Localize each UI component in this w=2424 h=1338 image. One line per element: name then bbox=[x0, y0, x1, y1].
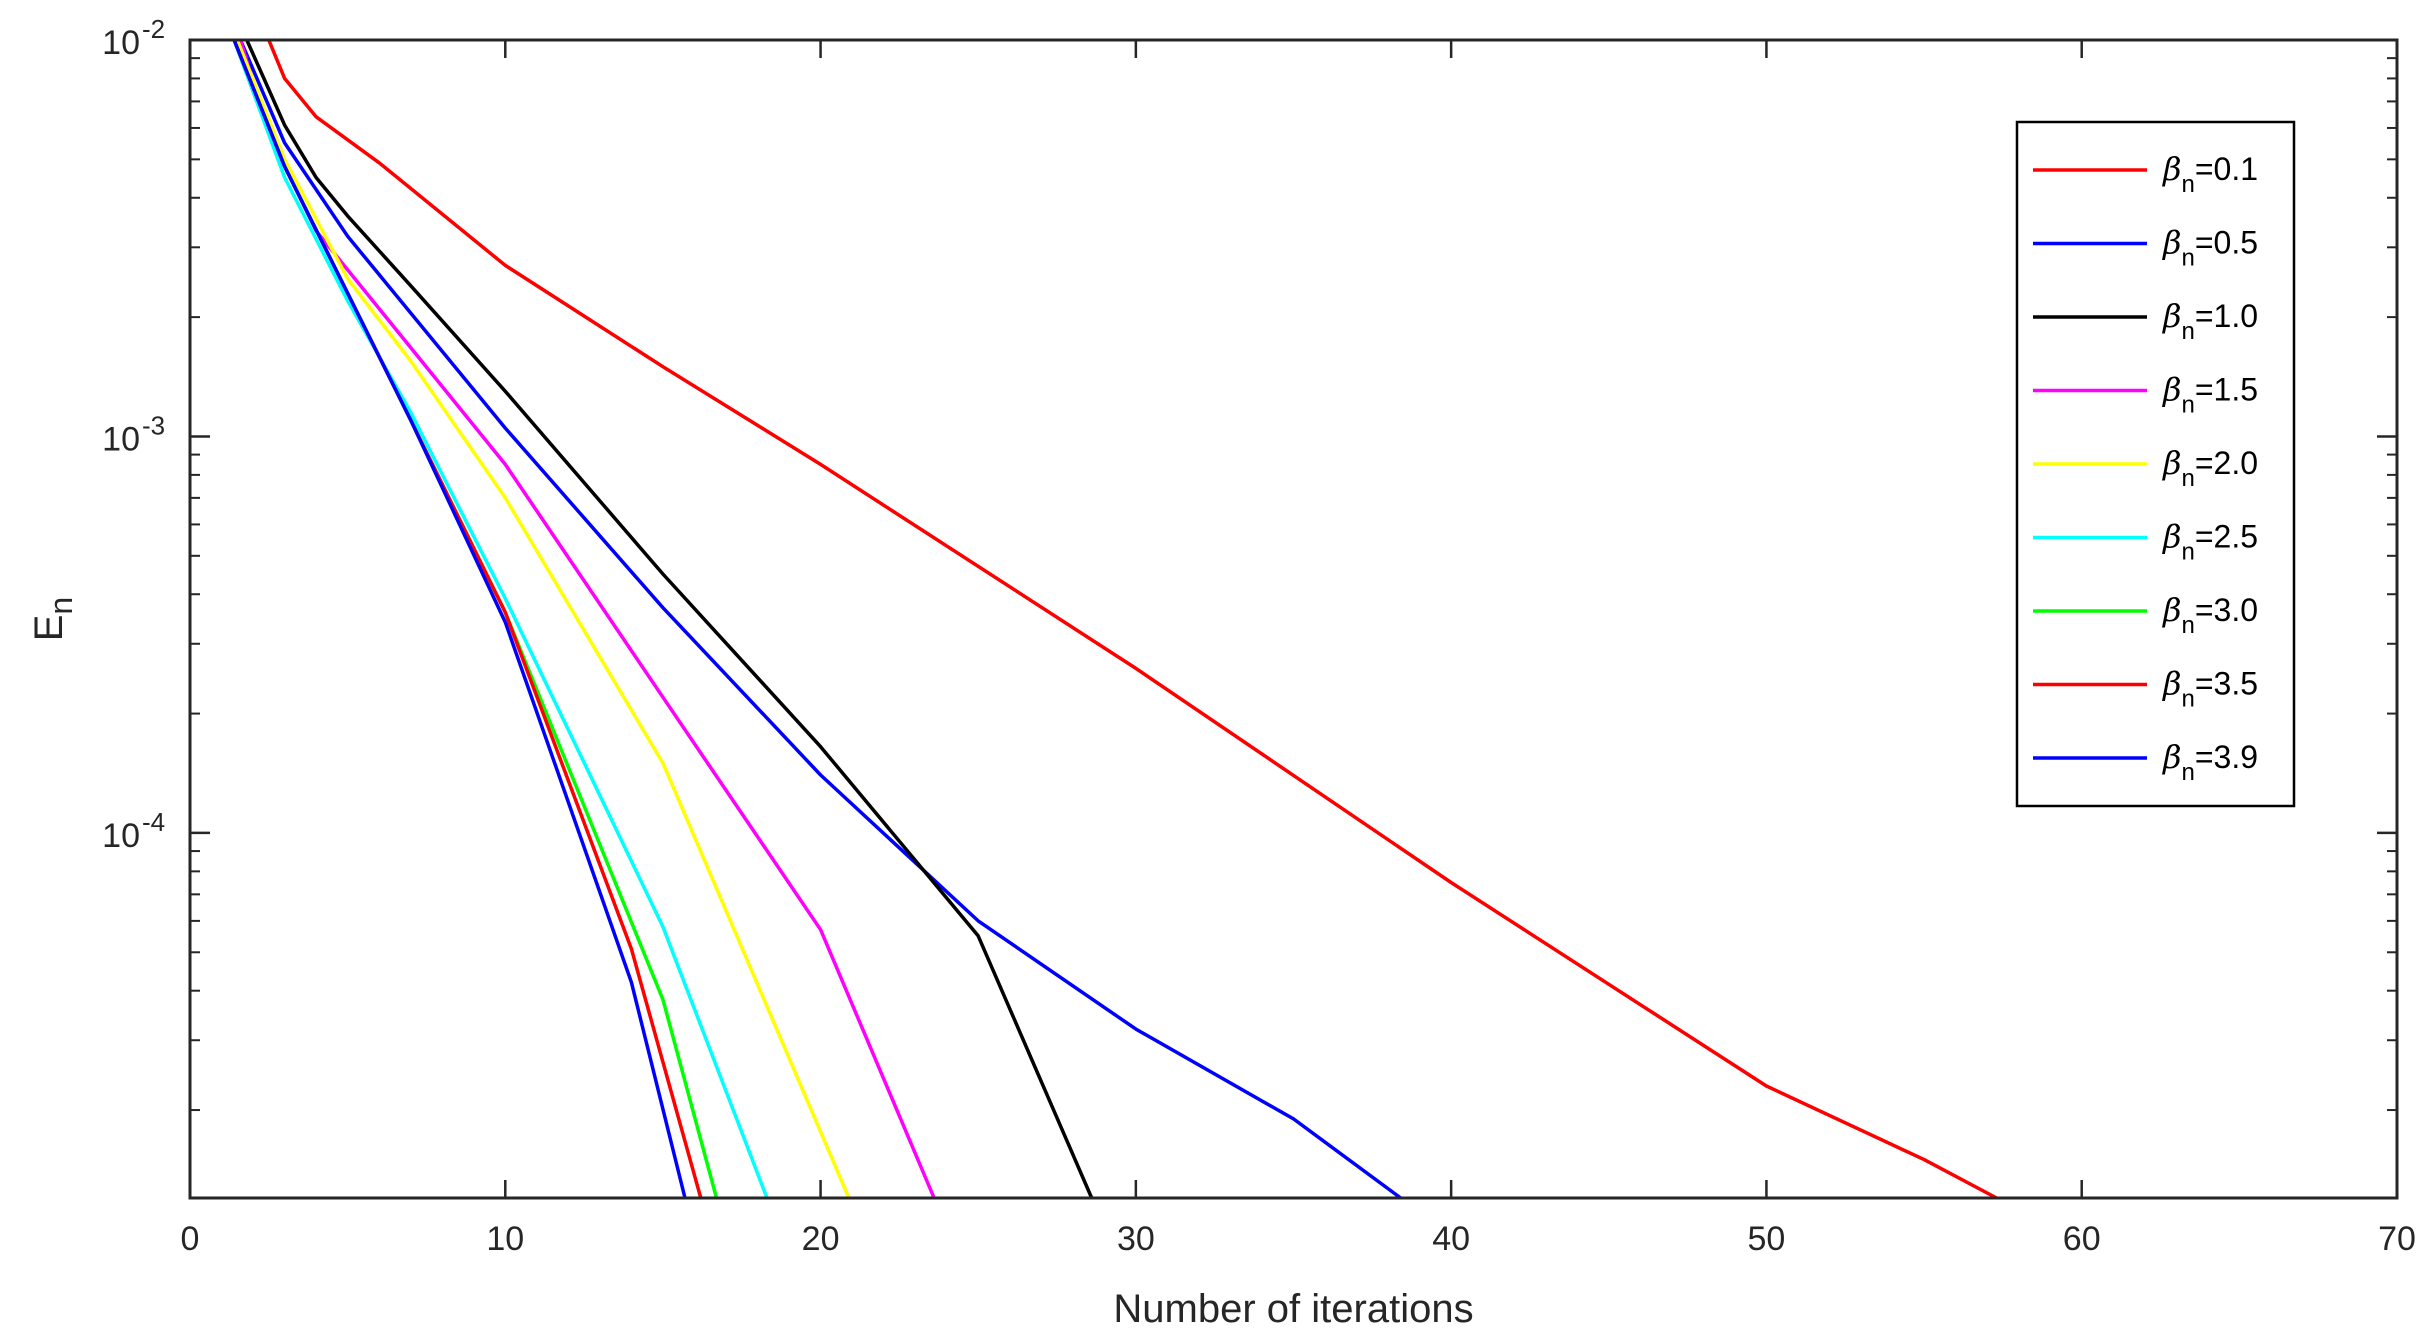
legend-beta-symbol: β bbox=[2162, 738, 2182, 776]
y-axis-label-sub: n bbox=[43, 597, 79, 615]
legend-subscript: n bbox=[2182, 612, 2195, 639]
legend-label-1: βn=0.1 bbox=[2162, 150, 2258, 198]
series-line-5 bbox=[235, 39, 851, 1199]
series-line-9 bbox=[232, 39, 687, 1199]
legend-value: =3.5 bbox=[2195, 666, 2258, 702]
legend-beta-symbol: β bbox=[2162, 371, 2182, 409]
legend-subscript: n bbox=[2182, 759, 2195, 786]
legend-label-9: βn=3.9 bbox=[2162, 738, 2258, 786]
legend-beta-symbol: β bbox=[2162, 591, 2182, 629]
plot-lines bbox=[232, 39, 1998, 1200]
legend-subscript: n bbox=[2182, 171, 2195, 198]
y-tick-exponent: -3 bbox=[142, 410, 165, 440]
x-tick-label: 50 bbox=[1748, 1220, 1786, 1258]
legend-subscript: n bbox=[2182, 465, 2195, 492]
series-line-1 bbox=[267, 39, 1998, 1200]
x-tick-label: 60 bbox=[2063, 1220, 2101, 1258]
legend-label-7: βn=3.0 bbox=[2162, 591, 2258, 639]
legend-value: =3.0 bbox=[2195, 592, 2258, 628]
legend-subscript: n bbox=[2182, 539, 2195, 566]
legend-beta-symbol: β bbox=[2162, 224, 2182, 262]
legend-subscript: n bbox=[2182, 318, 2195, 345]
legend-label-6: βn=2.5 bbox=[2162, 518, 2258, 566]
legend-value: =1.0 bbox=[2195, 298, 2258, 334]
series-line-2 bbox=[238, 39, 1402, 1200]
legend-value: =0.5 bbox=[2195, 225, 2258, 261]
x-tick-label: 70 bbox=[2378, 1220, 2416, 1258]
series-line-6 bbox=[232, 39, 769, 1199]
x-tick-label: 40 bbox=[1432, 1220, 1470, 1258]
legend-label-2: βn=0.5 bbox=[2162, 224, 2258, 272]
legend-value: =3.9 bbox=[2195, 739, 2258, 775]
legend-label-4: βn=1.5 bbox=[2162, 371, 2258, 419]
legend-label-3: βn=1.0 bbox=[2162, 297, 2258, 345]
y-tick-labels: 10-210-310-4 bbox=[102, 14, 165, 855]
y-tick-label: 10 bbox=[102, 420, 140, 458]
x-tick-label: 0 bbox=[181, 1220, 200, 1258]
y-tick-label: 10 bbox=[102, 817, 140, 855]
legend-beta-symbol: β bbox=[2162, 150, 2182, 188]
plot-frame bbox=[188, 38, 2399, 1200]
x-tick-label: 10 bbox=[486, 1220, 524, 1258]
legend-label-5: βn=2.0 bbox=[2162, 444, 2258, 492]
legend-beta-symbol: β bbox=[2162, 297, 2182, 335]
legend-subscript: n bbox=[2182, 686, 2195, 713]
y-tick-exponent: -2 bbox=[142, 14, 165, 44]
y-tick-label: 10 bbox=[102, 24, 140, 62]
y-axis-label-base: E bbox=[27, 615, 71, 642]
legend-subscript: n bbox=[2182, 392, 2195, 419]
x-tick-label: 20 bbox=[802, 1220, 840, 1258]
legend-beta-symbol: β bbox=[2162, 444, 2182, 482]
y-tick-exponent: -4 bbox=[142, 807, 165, 837]
series-line-3 bbox=[245, 39, 1094, 1199]
legend-value: =2.5 bbox=[2195, 519, 2258, 555]
legend-label-8: βn=3.5 bbox=[2162, 665, 2258, 713]
x-tick-label: 30 bbox=[1117, 1220, 1155, 1258]
x-axis-label: Number of iterations bbox=[1113, 1287, 1473, 1331]
x-tick-labels: 0 10 20 30 40 50 60 70 bbox=[181, 1220, 2416, 1258]
legend-value: =2.0 bbox=[2195, 445, 2258, 481]
legend-value: =0.1 bbox=[2195, 151, 2258, 187]
y-axis-label: En bbox=[27, 597, 79, 641]
legend: βn=0.1βn=0.5βn=1.0βn=1.5βn=2.0βn=2.5βn=3… bbox=[2015, 120, 2296, 808]
legend-beta-symbol: β bbox=[2162, 518, 2182, 556]
legend-beta-symbol: β bbox=[2162, 665, 2182, 703]
legend-subscript: n bbox=[2182, 245, 2195, 272]
legend-value: =1.5 bbox=[2195, 372, 2258, 408]
